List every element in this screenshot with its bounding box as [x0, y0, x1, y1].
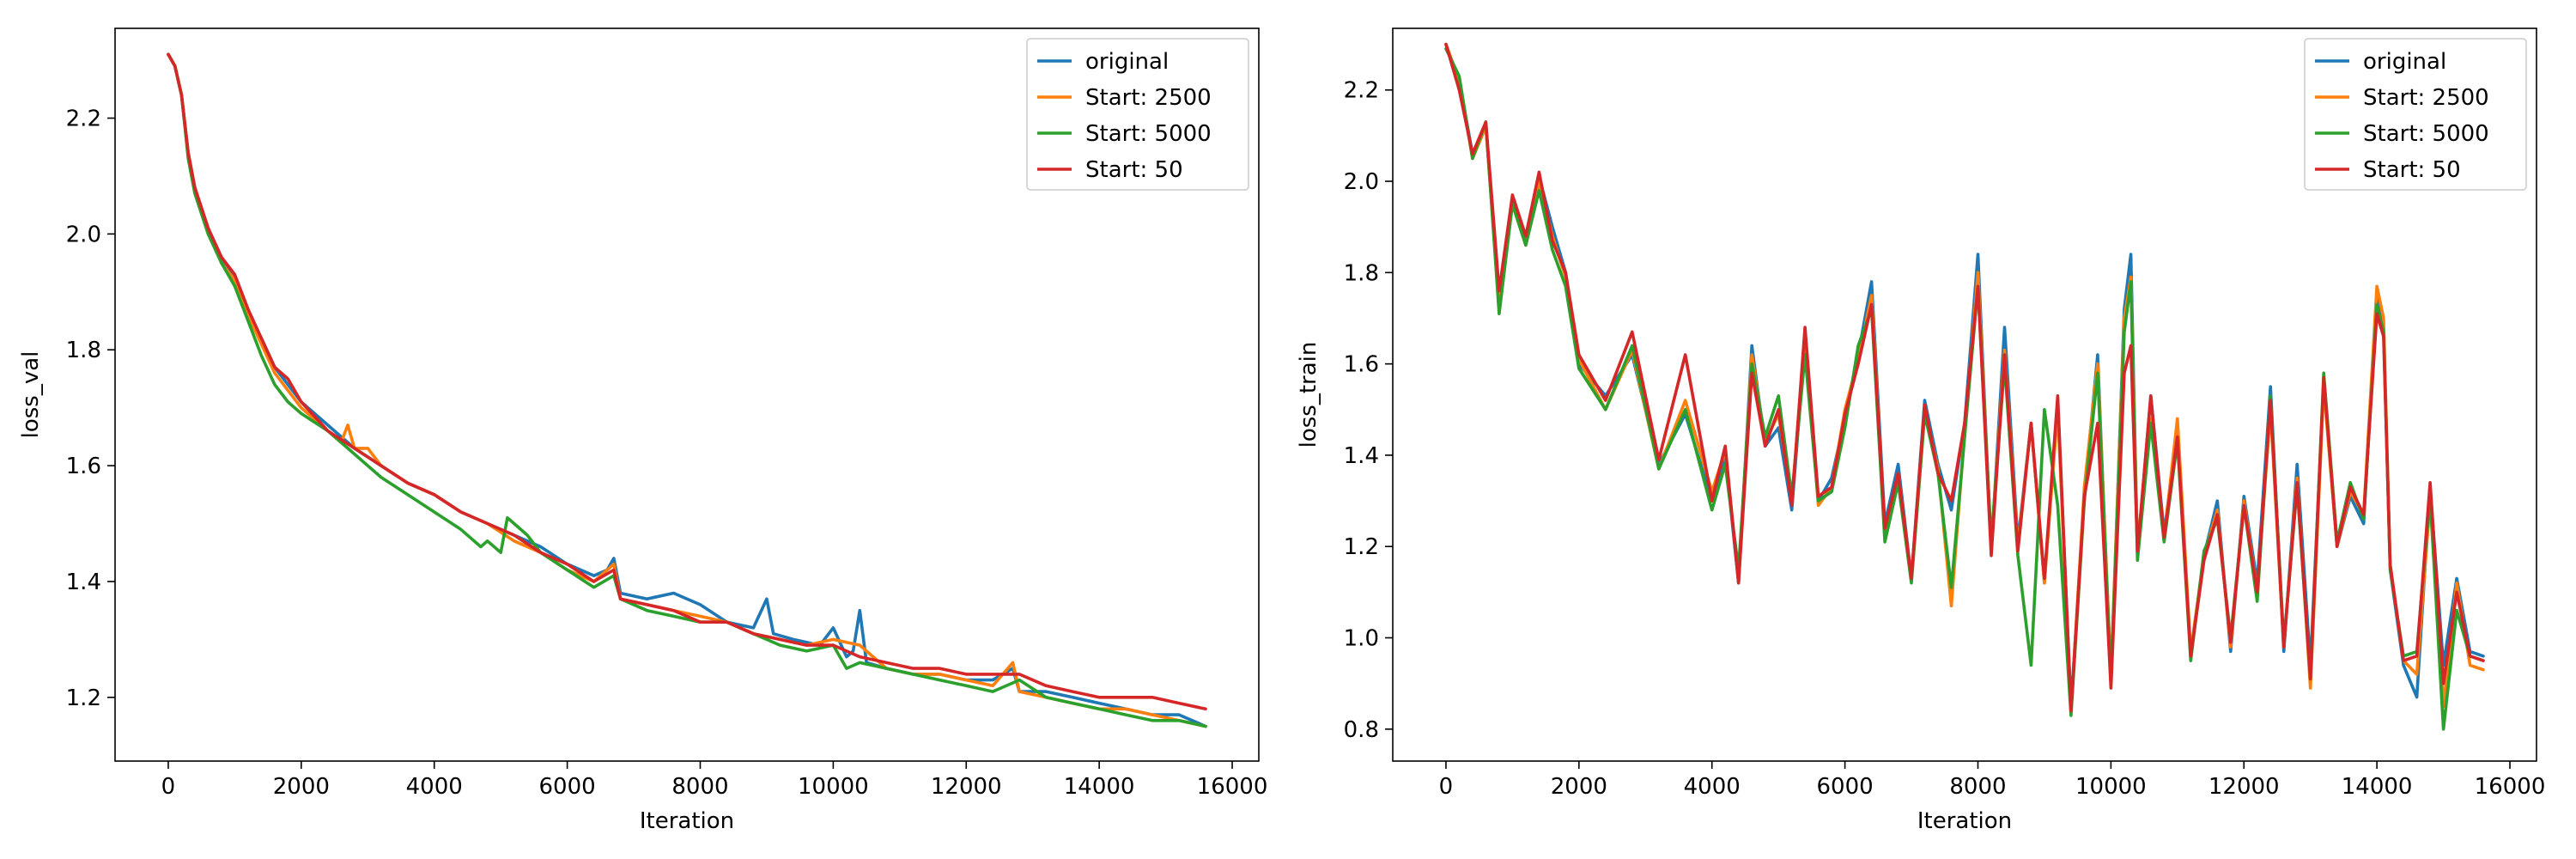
legend-label-original: original [2363, 49, 2446, 75]
loss-val-chart: 0 2000 4000 6000 8000 10000 12000 14000 16000 1.2… [18, 27, 1268, 834]
loss-val-series-start-50 [167, 52, 1207, 711]
legend-label-start-2500: Start: 2500 [2363, 85, 2489, 111]
legend-label-start-5000: Start: 5000 [2363, 121, 2489, 147]
loss-train-y-tick-label: 1.8 [1344, 260, 1379, 286]
loss-val-y-tick-label: 2.2 [66, 107, 101, 132]
legend-label-start-50: Start: 50 [1085, 157, 1183, 183]
loss-val-y-axis-label: loss_val [18, 351, 44, 439]
loss-train-x-tick-label: 0 [1439, 774, 1454, 800]
loss-train-series-start-50 [1444, 42, 2485, 713]
loss-val-x-tick-label: 6000 [539, 774, 596, 800]
loss-train-chart: 0 2000 4000 6000 8000 10000 12000 14000 16000 0.8… [1296, 27, 2546, 834]
loss-train-x-tick-label: 8000 [1949, 774, 2006, 800]
loss-train-y-tick-label: 2.2 [1344, 78, 1379, 104]
loss-train-legend: original Start: 2500 Start: 5000 Start: … [2304, 38, 2527, 191]
loss-train-x-axis-label: Iteration [1917, 808, 2012, 834]
loss-train-y-tick-label: 1.6 [1344, 352, 1379, 378]
loss-val-x-tick-label: 4000 [406, 774, 463, 800]
loss-val-plot-frame [114, 27, 1260, 762]
loss-train-y-tick-label: 1.2 [1344, 534, 1379, 560]
legend-label-start-5000: Start: 5000 [1085, 121, 1212, 147]
loss-val-x-tick-label: 16000 [1197, 774, 1268, 800]
loss-val-y-tick-label: 1.6 [66, 454, 101, 479]
loss-val-x-tick-label: 10000 [798, 774, 869, 800]
loss-train-x-tick-label: 12000 [2208, 774, 2280, 800]
loss-train-y-axis-label: loss_train [1296, 342, 1321, 448]
loss-train-x-tick-label: 10000 [2075, 774, 2147, 800]
loss-train-y-tick-label: 0.8 [1344, 717, 1379, 743]
loss-train-ticks-layer: 0 2000 4000 6000 8000 10000 12000 14000 16000 0.8… [1344, 78, 2546, 800]
loss-train-plot-frame [1392, 27, 2537, 762]
loss-train-x-tick-label: 4000 [1684, 774, 1741, 800]
loss-val-x-tick-label: 12000 [931, 774, 1002, 800]
loss-train-series-layer [1444, 42, 2485, 731]
loss-train-legend-box [2304, 38, 2527, 191]
loss-val-series-layer [167, 52, 1207, 728]
loss-val-y-tick-label: 1.2 [66, 685, 101, 711]
legend-label-start-50: Start: 50 [2363, 157, 2461, 183]
loss-val-x-tick-label: 0 [161, 774, 176, 800]
loss-val-x-tick-label: 14000 [1064, 774, 1135, 800]
loss-val-x-tick-label: 8000 [671, 774, 728, 800]
legend-label-original: original [1085, 49, 1169, 75]
loss-train-x-tick-label: 2000 [1551, 774, 1607, 800]
loss-val-y-tick-label: 1.4 [66, 570, 101, 595]
loss-train-x-tick-label: 6000 [1817, 774, 1874, 800]
loss-val-y-tick-label: 2.0 [66, 222, 101, 247]
loss-val-y-tick-label: 1.8 [66, 338, 101, 363]
loss-train-x-tick-label: 16000 [2475, 774, 2546, 800]
loss-val-series-start-5000 [167, 52, 1207, 728]
legend-label-start-2500: Start: 2500 [1085, 85, 1212, 111]
loss-train-y-tick-label: 1.4 [1344, 443, 1379, 469]
loss-val-legend: original Start: 2500 Start: 5000 Start: … [1026, 38, 1249, 191]
loss-val-ticks-layer: 0 2000 4000 6000 8000 10000 12000 14000 16000 1.2… [66, 107, 1268, 800]
loss-val-legend-box [1026, 38, 1249, 191]
loss-train-x-tick-label: 14000 [2342, 774, 2413, 800]
loss-train-y-tick-label: 2.0 [1344, 169, 1379, 195]
loss-val-x-tick-label: 2000 [273, 774, 330, 800]
loss-val-x-axis-label: Iteration [640, 808, 734, 834]
loss-train-y-tick-label: 1.0 [1344, 626, 1379, 652]
